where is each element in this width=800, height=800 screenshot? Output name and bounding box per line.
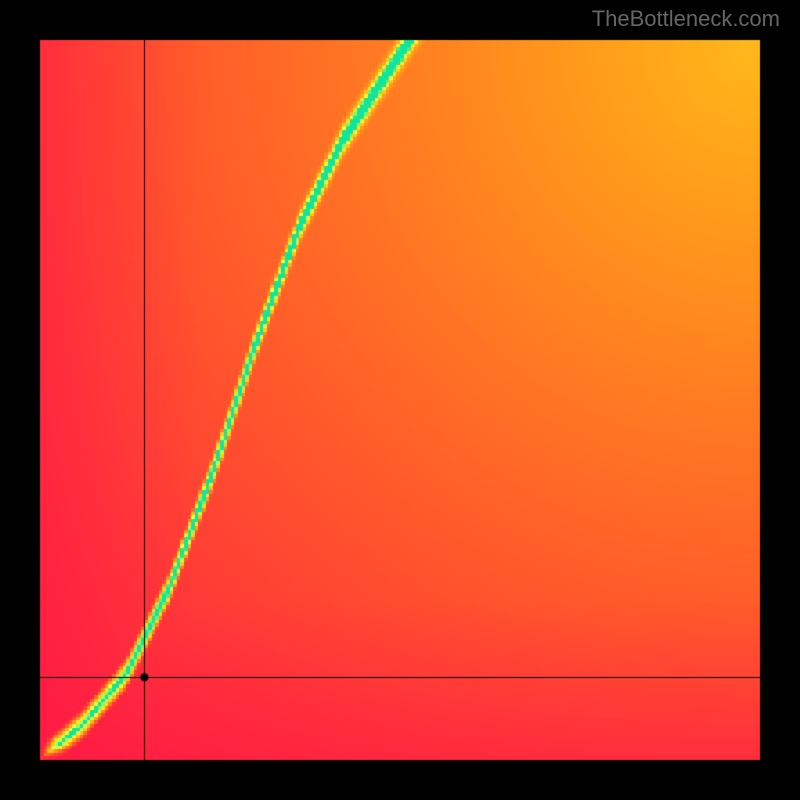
chart-container: TheBottleneck.com — [0, 0, 800, 800]
heatmap-canvas — [0, 0, 800, 800]
watermark-text: TheBottleneck.com — [592, 6, 780, 32]
